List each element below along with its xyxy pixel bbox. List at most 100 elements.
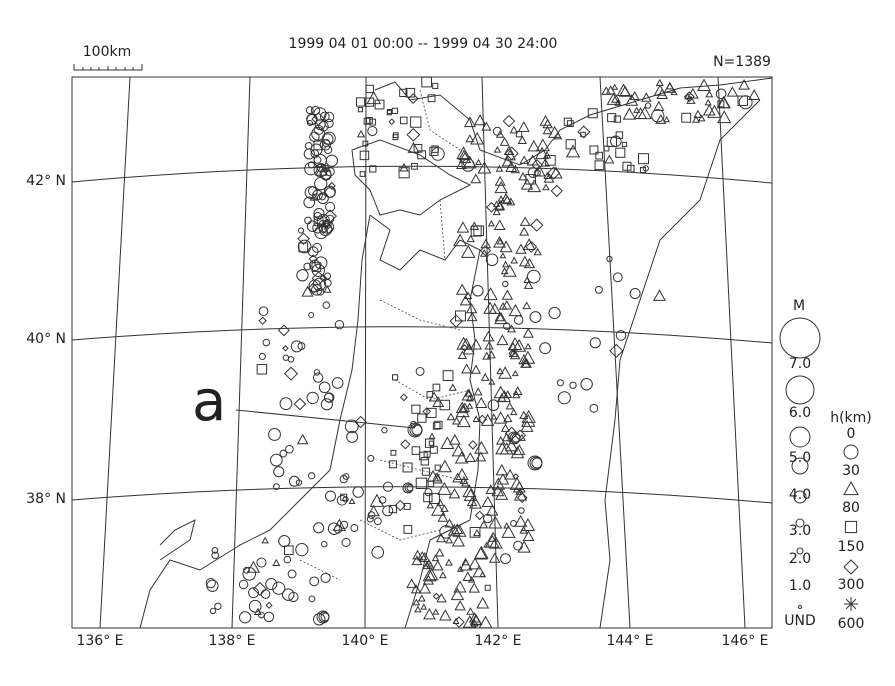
triangle-symbol (843, 480, 859, 496)
circle-symbol (304, 162, 318, 176)
circle-symbol (304, 142, 313, 150)
square-symbol (615, 147, 626, 158)
diamond-symbol (609, 343, 624, 358)
circle-symbol (297, 342, 306, 351)
triangle-symbol (565, 144, 581, 158)
triangle-symbol (522, 301, 532, 310)
triangle-symbol (705, 90, 714, 98)
square-symbol (426, 391, 434, 398)
triangle-symbol (508, 348, 519, 358)
triangle-symbol (253, 607, 262, 616)
square-symbol (566, 120, 574, 128)
circle-symbol (238, 611, 252, 624)
circle-symbol (606, 255, 613, 262)
circle-symbol (424, 488, 433, 497)
triangle-symbol (540, 158, 550, 167)
triangle-symbol (521, 358, 533, 368)
triangle-symbol (424, 559, 434, 567)
triangle-symbol (653, 84, 667, 96)
diamond-symbol (258, 316, 267, 325)
square-symbol (717, 100, 725, 108)
circle-symbol (314, 119, 326, 131)
magnitude-label: 7.0 (789, 356, 811, 372)
triangle-symbol (505, 161, 518, 172)
triangle-symbol (517, 540, 531, 553)
triangle-symbol (456, 565, 464, 572)
triangle-symbol (440, 504, 449, 512)
triangle-symbol (693, 109, 703, 118)
circle-symbol (273, 466, 285, 478)
longitude-label: 144° E (606, 633, 653, 649)
circle-symbol (313, 156, 322, 164)
square-symbol (405, 87, 416, 98)
triangle-symbol (436, 592, 447, 603)
circle-symbol (715, 88, 727, 100)
triangle-symbol (296, 433, 309, 445)
circle-symbol (312, 222, 324, 234)
triangle-symbol (492, 207, 501, 216)
circle-symbol (306, 119, 313, 127)
circle-symbol (308, 312, 315, 319)
triangle-symbol (472, 528, 481, 537)
triangle-symbol (509, 349, 521, 360)
triangle-symbol (521, 409, 536, 423)
triangle-symbol (748, 89, 761, 101)
circle-symbol (323, 392, 335, 403)
triangle-symbol (468, 557, 482, 570)
triangle-symbol (439, 571, 447, 579)
triangle-symbol (499, 240, 513, 253)
circle-symbol (313, 369, 321, 376)
triangle-symbol (488, 536, 503, 549)
triangle-symbol (432, 608, 440, 615)
triangle-symbol (494, 181, 508, 194)
circle-symbol (308, 279, 322, 293)
circle-symbol (325, 201, 336, 212)
triangle-symbol (496, 367, 504, 375)
triangle-symbol (483, 287, 498, 301)
triangle-symbol (480, 372, 490, 381)
square-symbol (411, 446, 421, 455)
diamond-symbol (460, 344, 469, 352)
triangle-symbol (503, 522, 511, 529)
triangle-symbol (470, 338, 483, 350)
triangle-symbol (543, 172, 555, 183)
square-symbol (398, 167, 410, 179)
triangle-symbol (513, 444, 526, 455)
circle-symbol (319, 111, 330, 122)
triangle-symbol (637, 106, 652, 120)
triangle-symbol (483, 541, 491, 548)
circle-symbol (569, 381, 577, 389)
triangle-symbol (622, 107, 637, 120)
square-symbol (403, 502, 411, 510)
circle-symbol (539, 342, 552, 355)
circle-symbol (312, 613, 326, 626)
longitude-label: 140° E (341, 633, 388, 649)
circle-symbol (323, 111, 335, 123)
triangle-symbol (470, 618, 479, 627)
circle-symbol (371, 546, 385, 559)
circle-symbol (589, 403, 599, 413)
triangle-symbol (431, 554, 440, 562)
triangle-symbol (510, 256, 518, 264)
circle-symbol (513, 540, 523, 551)
circle-symbol (373, 517, 382, 526)
square-symbol (595, 151, 604, 160)
circle-symbol (206, 579, 219, 592)
annotation-leader (235, 409, 416, 429)
triangle-symbol (464, 451, 476, 462)
circle-symbol (214, 602, 222, 610)
square-symbol (470, 225, 482, 237)
triangle-symbol (453, 233, 468, 247)
circle-symbol (367, 454, 375, 462)
triangle-symbol (453, 580, 467, 593)
diamond-symbol (468, 440, 478, 450)
circle-symbol (548, 306, 561, 320)
triangle-symbol (485, 484, 497, 494)
square-symbol (359, 150, 370, 161)
circle-symbol (308, 595, 316, 603)
diamond-symbol (422, 407, 432, 416)
magnitude-symbol (791, 457, 809, 475)
diamond-symbol (449, 314, 463, 328)
circle-symbol (303, 196, 316, 209)
